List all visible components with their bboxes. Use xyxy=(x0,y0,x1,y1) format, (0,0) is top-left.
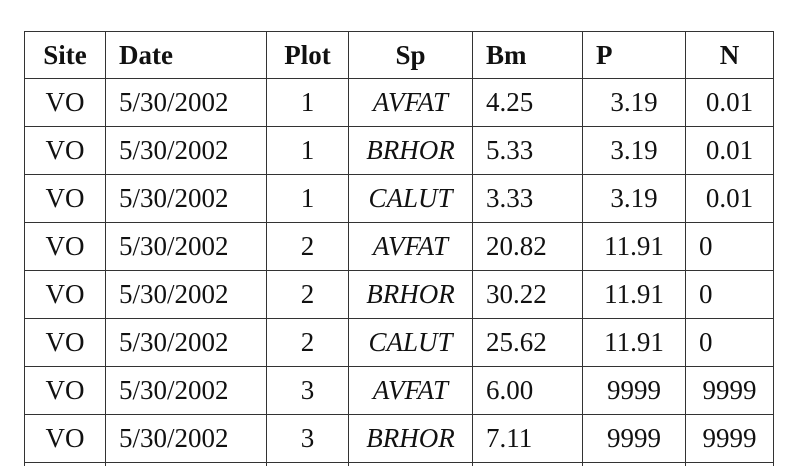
cell-plot: 2 xyxy=(266,318,349,367)
cell-n: 0 xyxy=(685,318,774,367)
cell-n: 0.01 xyxy=(685,126,774,175)
table-row: VO 5/30/2002 2 AVFAT 20.82 11.91 0 xyxy=(24,222,774,271)
table-row: VO 5/30/2002 3 BRHOR 7.11 9999 9999 xyxy=(24,414,774,463)
table-row: VO 5/30/2002 3 AVFAT 6.00 9999 9999 xyxy=(24,366,774,415)
cell-site: VO xyxy=(24,366,106,415)
table-header: Site Date Plot Sp Bm P N xyxy=(24,31,774,79)
table-row: VO 5/30/2002 2 CALUT 25.62 11.91 0 xyxy=(24,318,774,367)
table-row: VO 5/30/2002 1 BRHOR 5.33 3.19 0.01 xyxy=(24,126,774,175)
cell-p: 9999 xyxy=(582,414,686,463)
table-row-partial xyxy=(24,462,774,466)
table-row: VO 5/30/2002 1 CALUT 3.33 3.19 0.01 xyxy=(24,174,774,223)
cell-bm: 7.11 xyxy=(472,414,583,463)
cell-plot: 1 xyxy=(266,78,349,127)
cell-sp: BRHOR xyxy=(348,270,473,319)
cell-bm: 6.00 xyxy=(472,366,583,415)
header-sp: Sp xyxy=(348,31,473,79)
cell-bm: 3.33 xyxy=(472,174,583,223)
cell-p: 3.19 xyxy=(582,126,686,175)
cell-sp: AVFAT xyxy=(348,78,473,127)
cell-p: 9999 xyxy=(582,366,686,415)
table-row: VO 5/30/2002 1 AVFAT 4.25 3.19 0.01 xyxy=(24,78,774,127)
cell-date: 5/30/2002 xyxy=(105,174,267,223)
cell-p: 3.19 xyxy=(582,174,686,223)
cell-plot: 2 xyxy=(266,270,349,319)
cell-date: 5/30/2002 xyxy=(105,78,267,127)
cell-p: 3.19 xyxy=(582,78,686,127)
cell-bm: 30.22 xyxy=(472,270,583,319)
cell-p: 11.91 xyxy=(582,318,686,367)
cell-sp: BRHOR xyxy=(348,414,473,463)
cell-sp: BRHOR xyxy=(348,126,473,175)
header-site: Site xyxy=(24,31,106,79)
cell-n: 0 xyxy=(685,222,774,271)
cell-bm: 4.25 xyxy=(472,78,583,127)
cell-site: VO xyxy=(24,270,106,319)
header-n: N xyxy=(685,31,774,79)
header-p: P xyxy=(582,31,686,79)
cell-date: 5/30/2002 xyxy=(105,222,267,271)
cell-plot: 2 xyxy=(266,222,349,271)
cell-n: 9999 xyxy=(685,414,774,463)
cell-bm: 5.33 xyxy=(472,126,583,175)
cell-plot: 1 xyxy=(266,174,349,223)
cell-site: VO xyxy=(24,78,106,127)
header-date: Date xyxy=(105,31,267,79)
cell-sp: CALUT xyxy=(348,174,473,223)
cell-site: VO xyxy=(24,174,106,223)
cell-plot: 3 xyxy=(266,366,349,415)
cell-date: 5/30/2002 xyxy=(105,270,267,319)
cell-bm: 20.82 xyxy=(472,222,583,271)
cell-site: VO xyxy=(24,222,106,271)
header-bm: Bm xyxy=(472,31,583,79)
cell-site: VO xyxy=(24,318,106,367)
cell-date: 5/30/2002 xyxy=(105,126,267,175)
cell-p: 11.91 xyxy=(582,270,686,319)
data-table: Site Date Plot Sp Bm P N VO 5/30/2002 1 AVF… xyxy=(24,31,774,466)
table-row: VO 5/30/2002 2 BRHOR 30.22 11.91 0 xyxy=(24,270,774,319)
cell-sp: AVFAT xyxy=(348,366,473,415)
cell-n: 0 xyxy=(685,270,774,319)
header-row: Site Date Plot Sp Bm P N xyxy=(24,31,774,79)
table-body: VO 5/30/2002 1 AVFAT 4.25 3.19 0.01 VO 5/30/2002… xyxy=(24,78,774,466)
cell-date: 5/30/2002 xyxy=(105,366,267,415)
header-plot: Plot xyxy=(266,31,349,79)
cell-n: 9999 xyxy=(685,366,774,415)
cell-site: VO xyxy=(24,414,106,463)
cell-bm: 25.62 xyxy=(472,318,583,367)
cell-site: VO xyxy=(24,126,106,175)
cell-sp: CALUT xyxy=(348,318,473,367)
cell-p: 11.91 xyxy=(582,222,686,271)
cell-plot: 3 xyxy=(266,414,349,463)
cell-sp: AVFAT xyxy=(348,222,473,271)
cell-plot: 1 xyxy=(266,126,349,175)
cell-date: 5/30/2002 xyxy=(105,318,267,367)
cell-date: 5/30/2002 xyxy=(105,414,267,463)
cell-n: 0.01 xyxy=(685,174,774,223)
cell-n: 0.01 xyxy=(685,78,774,127)
